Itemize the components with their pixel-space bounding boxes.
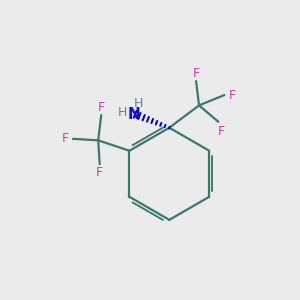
Text: F: F bbox=[98, 100, 105, 114]
Text: F: F bbox=[229, 88, 236, 101]
Text: F: F bbox=[218, 125, 225, 138]
Text: F: F bbox=[193, 67, 200, 80]
Text: H: H bbox=[134, 97, 143, 110]
Text: N: N bbox=[127, 107, 140, 122]
Text: H: H bbox=[118, 106, 127, 119]
Text: F: F bbox=[96, 167, 103, 179]
Text: F: F bbox=[61, 132, 68, 146]
